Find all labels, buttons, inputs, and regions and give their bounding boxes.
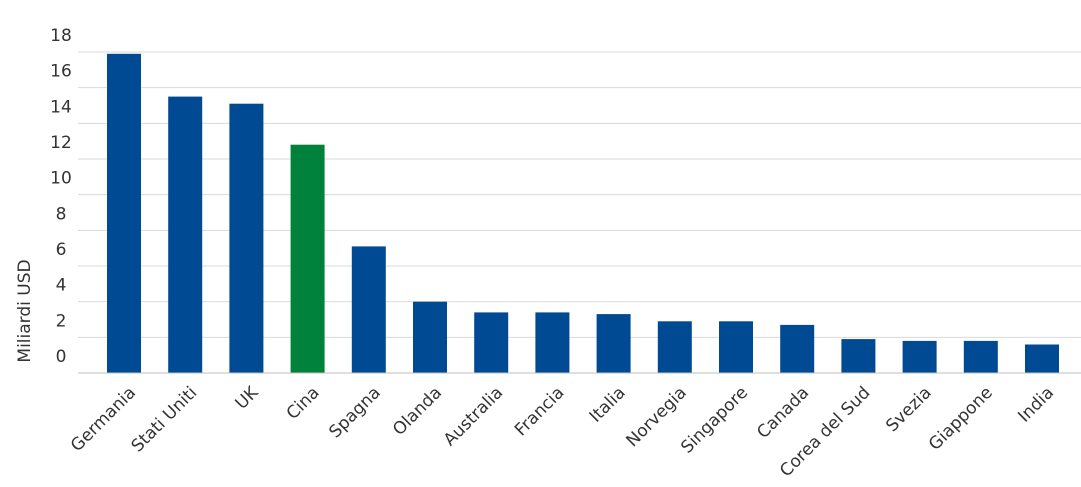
bar-germania xyxy=(107,53,141,374)
x-category-label: Stati Uniti xyxy=(128,383,202,457)
y-tick-label: 2 xyxy=(56,311,67,331)
x-category-label: Francia xyxy=(511,383,568,440)
bar-norvegia xyxy=(657,321,692,373)
y-tick-label: 18 xyxy=(50,26,72,46)
x-category-label: Canada xyxy=(753,383,813,443)
gridlines xyxy=(78,51,1081,338)
x-category-label: India xyxy=(1014,383,1058,427)
bar-cina xyxy=(290,144,325,373)
bar-spagna xyxy=(351,246,386,373)
x-category-label: Giappone xyxy=(925,383,997,455)
x-category-label: Cina xyxy=(283,383,324,424)
bar-singapore xyxy=(719,321,753,373)
y-tick-label: 8 xyxy=(56,204,67,224)
y-tick-label: 4 xyxy=(56,276,67,296)
y-axis-label: Miliardi USD xyxy=(15,259,35,362)
x-category-label: Spagna xyxy=(325,383,384,442)
x-category-label: Australia xyxy=(440,383,507,450)
bar-svezia xyxy=(902,340,937,373)
y-tick-label: 0 xyxy=(56,347,67,367)
x-category-label: Svezia xyxy=(882,383,935,436)
bar-giappone xyxy=(963,340,998,373)
x-category-label: Olanda xyxy=(389,383,446,440)
x-category-label: Singapore xyxy=(677,383,752,458)
y-tick-label: 16 xyxy=(50,62,72,82)
y-tick-label: 12 xyxy=(50,133,72,153)
x-category-label: Italia xyxy=(586,383,630,427)
y-tick-label: 14 xyxy=(50,97,72,117)
bar-uk xyxy=(229,103,264,373)
bar-india xyxy=(1025,344,1059,373)
bar-stati-uniti xyxy=(168,96,203,373)
bar-canada xyxy=(780,324,815,373)
bar-olanda xyxy=(413,301,447,373)
y-axis-ticks: 0 2 4 6 8 10 12 14 16 18 xyxy=(50,26,72,367)
bar-italia xyxy=(596,314,631,373)
y-tick-label: 6 xyxy=(56,240,67,260)
bar-australia xyxy=(474,312,509,373)
y-tick-label: 10 xyxy=(50,169,72,189)
x-category-label: UK xyxy=(232,382,263,413)
bar-francia xyxy=(535,312,570,373)
bars xyxy=(107,53,1059,374)
bar-corea-del-sud xyxy=(841,339,876,373)
